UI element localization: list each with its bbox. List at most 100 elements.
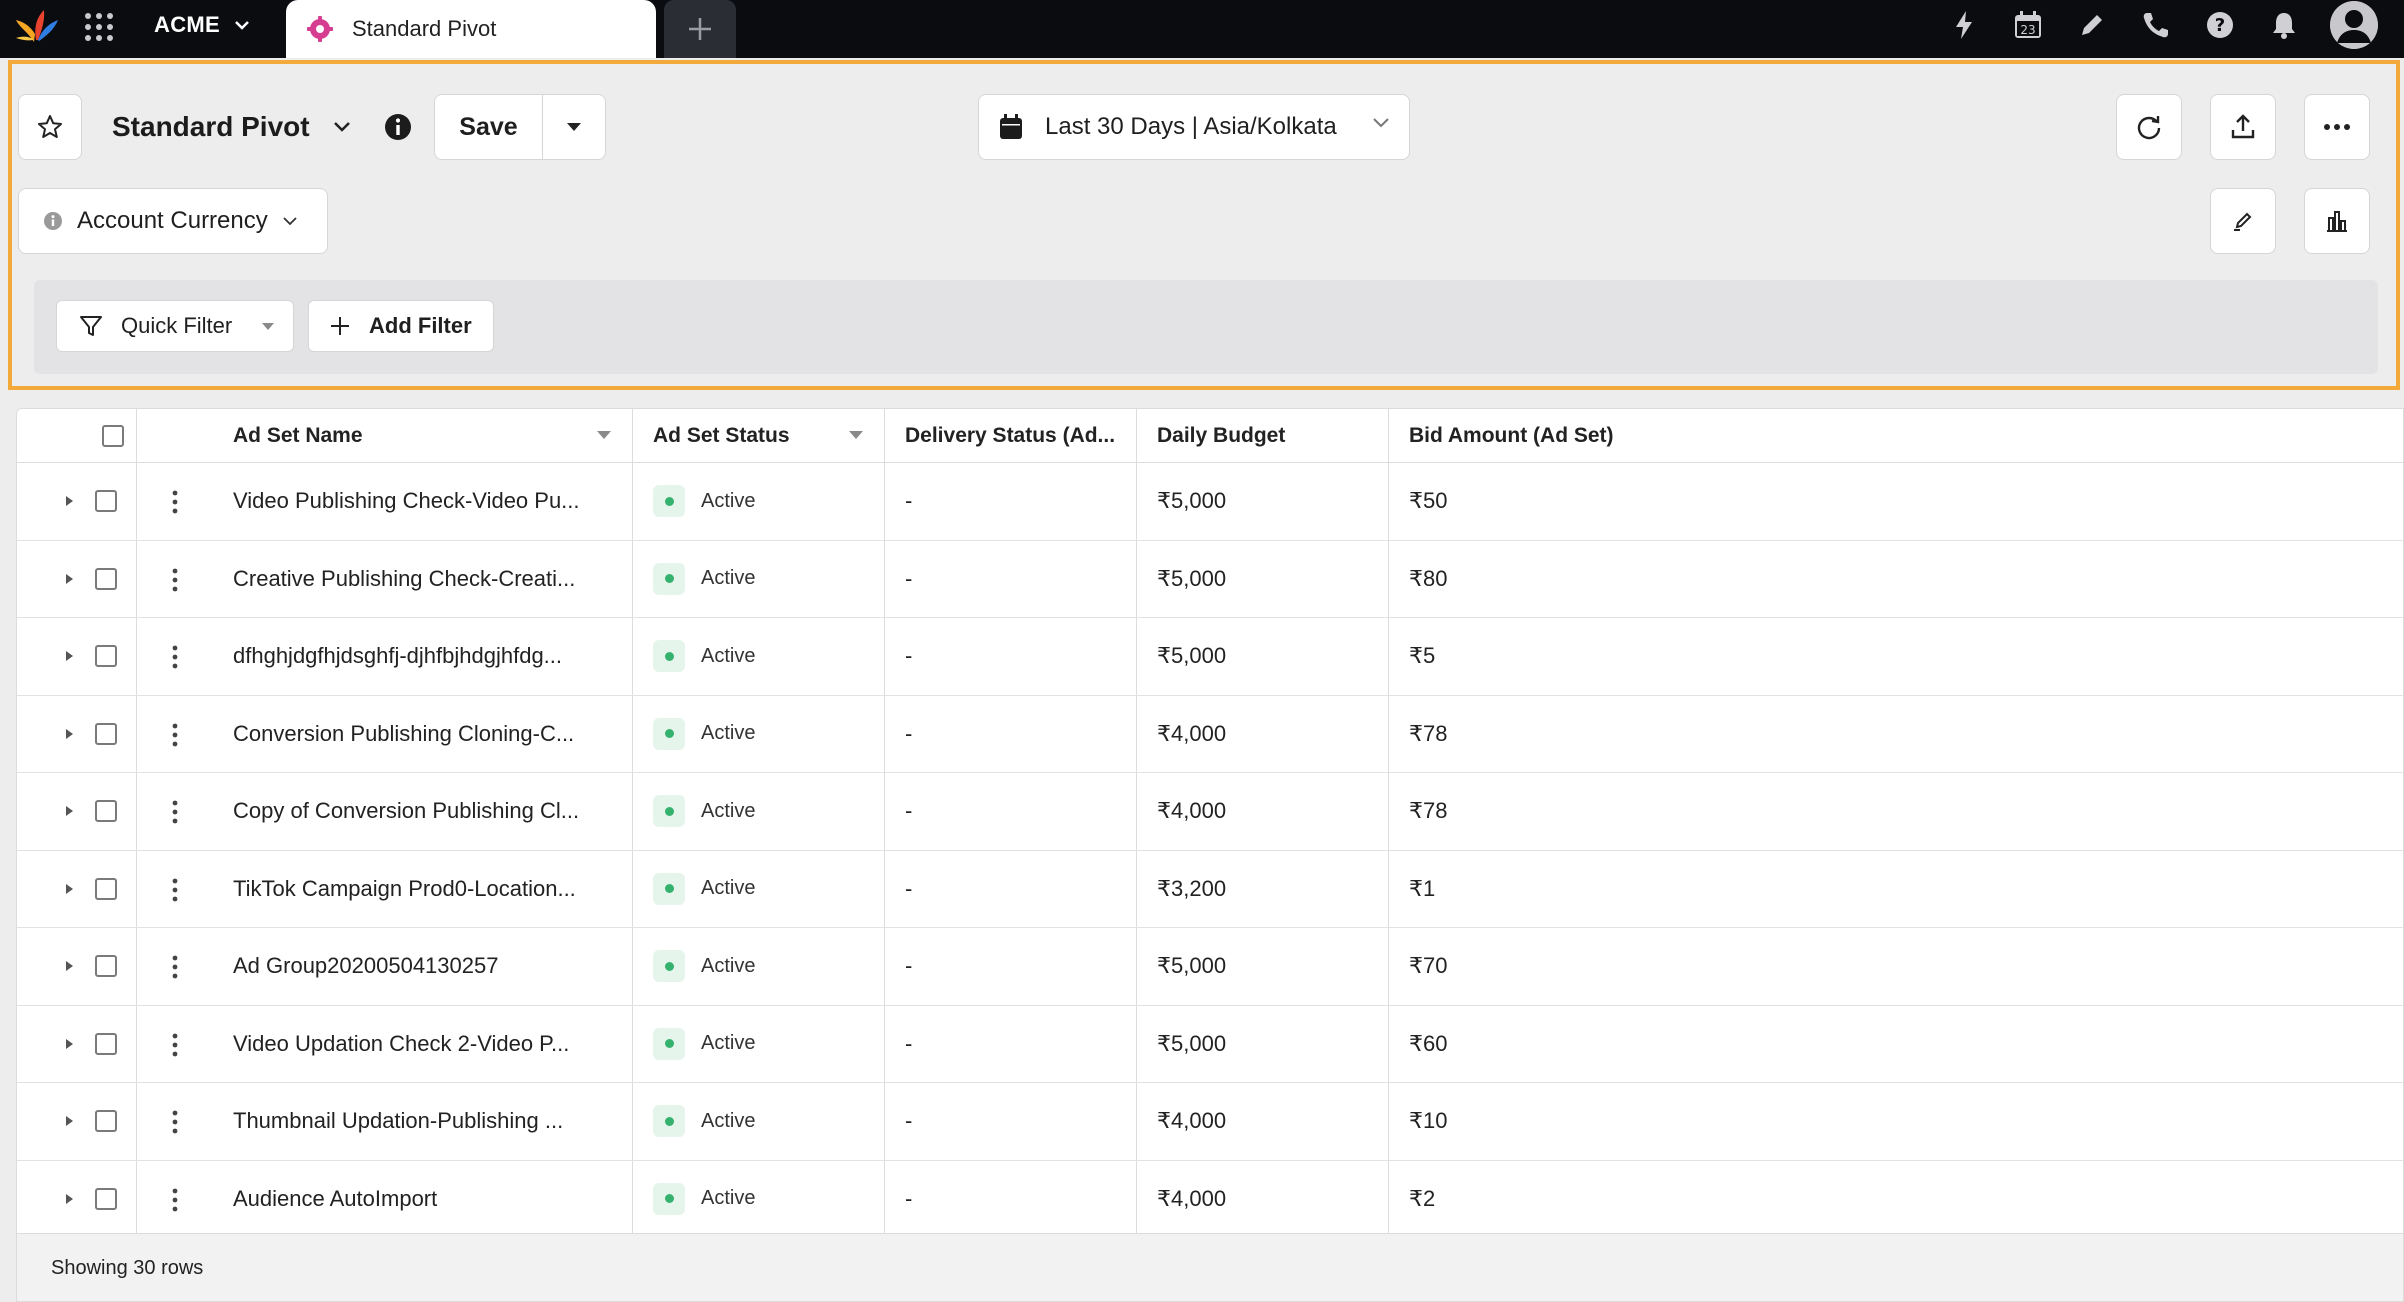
add-tab-button[interactable] (664, 0, 736, 58)
daily-budget-cell: ₹5,000 (1137, 1005, 1389, 1082)
expand-row-caret-icon[interactable] (61, 648, 77, 664)
refresh-button[interactable] (2116, 94, 2182, 160)
favorite-button[interactable] (18, 94, 82, 160)
delivery-status-cell: - (885, 1083, 1137, 1160)
top-navigation-bar: ACME Standard Pivot 23 (0, 0, 2404, 58)
row-checkbox[interactable] (95, 1032, 117, 1055)
user-avatar-icon[interactable] (2330, 1, 2378, 49)
save-button[interactable]: Save (435, 95, 543, 159)
table-row[interactable]: dfhghjdgfhjdsghfj-djhfbjhdgjhfdg... Activ… (17, 618, 2403, 696)
account-currency-selector[interactable]: Account Currency (18, 188, 328, 254)
expand-row-caret-icon[interactable] (61, 1036, 77, 1052)
info-icon[interactable] (380, 109, 416, 145)
row-actions-kebab-icon[interactable] (165, 487, 185, 517)
row-actions-kebab-icon[interactable] (165, 1030, 185, 1060)
workspace-selector[interactable]: ACME (154, 0, 250, 50)
chart-view-button[interactable] (2304, 188, 2370, 254)
save-split-button: Save (434, 94, 606, 160)
row-checkbox[interactable] (95, 800, 117, 822)
ad-set-name[interactable]: Ad Group20200504130257 (233, 953, 499, 979)
add-filter-button[interactable]: Add Filter (308, 300, 494, 352)
table-row[interactable]: TikTok Campaign Prod0-Location... Active -… (17, 850, 2403, 928)
row-checkbox[interactable] (95, 722, 117, 745)
expand-row-caret-icon[interactable] (61, 493, 77, 509)
status-text: Active (701, 877, 756, 900)
row-controls-cell (17, 850, 137, 927)
ad-set-name[interactable]: TikTok Campaign Prod0-Location... (233, 875, 576, 901)
ad-set-name[interactable]: Copy of Conversion Publishing Cl... (233, 798, 580, 824)
save-options-button[interactable] (543, 95, 605, 159)
column-header-ad-set-status[interactable]: Ad Set Status (633, 409, 885, 463)
row-actions-kebab-icon[interactable] (165, 1185, 185, 1215)
delivery-status-cell: - (885, 540, 1137, 617)
select-all-checkbox[interactable] (101, 425, 124, 447)
expand-row-caret-icon[interactable] (61, 1113, 77, 1129)
ad-set-name[interactable]: dfhghjdgfhjdsghfj-djhfbjhdgjhfdg... (233, 643, 563, 669)
filter-bar: Quick Filter Add Filter (34, 280, 2378, 374)
more-options-button[interactable] (2304, 94, 2370, 160)
column-header-daily-budget[interactable]: Daily Budget (1137, 409, 1389, 463)
table-row[interactable]: Video Updation Check 2-Video P... Active -… (17, 1005, 2403, 1083)
column-header-bid-amount[interactable]: Bid Amount (Ad Set) (1389, 409, 2403, 463)
ad-set-name[interactable]: Conversion Publishing Cloning-C... (233, 720, 575, 746)
ad-set-name[interactable]: Video Updation Check 2-Video P... (233, 1030, 570, 1056)
title-chevron-down-icon[interactable] (324, 109, 360, 145)
row-checkbox[interactable] (95, 955, 117, 977)
ad-set-name-cell: Ad Group20200504130257 (137, 928, 633, 1005)
ad-set-name[interactable]: Audience AutoImport (233, 1185, 438, 1211)
phone-icon[interactable] (2138, 7, 2174, 43)
row-checkbox[interactable] (95, 1110, 117, 1132)
edit-pivot-button[interactable] (2210, 188, 2276, 254)
bolt-icon[interactable] (1946, 7, 1982, 43)
expand-row-caret-icon[interactable] (61, 958, 77, 974)
ad-set-name-cell: Conversion Publishing Cloning-C... (137, 695, 633, 772)
row-checkbox[interactable] (95, 645, 117, 667)
status-text: Active (701, 567, 756, 590)
row-checkbox[interactable] (95, 490, 117, 512)
ad-set-name[interactable]: Video Publishing Check-Video Pu... (233, 488, 580, 514)
calendar-icon (1000, 114, 1022, 139)
calendar-icon[interactable]: 23 (2010, 7, 2046, 43)
row-actions-kebab-icon[interactable] (165, 1107, 185, 1137)
add-filter-label: Add Filter (369, 313, 472, 338)
status-dot-icon (653, 485, 685, 518)
column-header-ad-set-name[interactable]: Ad Set Name (137, 409, 633, 463)
column-header-delivery-status[interactable]: Delivery Status (Ad... (885, 409, 1137, 463)
table-row[interactable]: Video Publishing Check-Video Pu... Active… (17, 463, 2403, 541)
expand-row-caret-icon[interactable] (61, 571, 77, 587)
expand-row-caret-icon[interactable] (61, 881, 77, 897)
ad-set-name[interactable]: Creative Publishing Check-Creati... (233, 565, 576, 591)
sort-caret-down-icon[interactable] (596, 430, 612, 440)
ad-set-name-cell: Creative Publishing Check-Creati... (137, 540, 633, 617)
table-row[interactable]: Conversion Publishing Cloning-C... Active… (17, 695, 2403, 773)
sort-caret-down-icon[interactable] (848, 430, 864, 440)
expand-row-caret-icon[interactable] (61, 803, 77, 819)
table-row[interactable]: Audience AutoImport Active - ₹4,000 ₹2 (17, 1160, 2403, 1238)
row-actions-kebab-icon[interactable] (165, 952, 185, 982)
export-button[interactable] (2210, 94, 2276, 160)
row-checkbox[interactable] (95, 567, 117, 590)
table-row[interactable]: Creative Publishing Check-Creati... Activ… (17, 540, 2403, 618)
row-actions-kebab-icon[interactable] (165, 797, 185, 827)
row-actions-kebab-icon[interactable] (165, 875, 185, 905)
bell-icon[interactable] (2266, 7, 2302, 43)
daily-budget-cell: ₹4,000 (1137, 1083, 1389, 1160)
app-launcher-grid-icon[interactable] (82, 10, 116, 44)
ad-set-name[interactable]: Thumbnail Updation-Publishing ... (233, 1108, 564, 1134)
table-row[interactable]: Copy of Conversion Publishing Cl... Activ… (17, 773, 2403, 851)
expand-row-caret-icon[interactable] (61, 1191, 77, 1207)
expand-row-caret-icon[interactable] (61, 726, 77, 742)
row-checkbox[interactable] (95, 877, 117, 900)
row-actions-kebab-icon[interactable] (165, 565, 185, 595)
quick-filter-dropdown[interactable]: Quick Filter (56, 300, 294, 352)
pencil-icon[interactable] (2074, 7, 2110, 43)
table-row[interactable]: Ad Group20200504130257 Active - ₹5,000 ₹70 (17, 928, 2403, 1006)
table-row[interactable]: Thumbnail Updation-Publishing ... Active -… (17, 1083, 2403, 1161)
app-logo-icon[interactable] (14, 6, 60, 46)
date-range-picker[interactable]: Last 30 Days | Asia/Kolkata (978, 94, 1410, 160)
row-actions-kebab-icon[interactable] (165, 720, 185, 750)
row-checkbox[interactable] (95, 1187, 117, 1210)
tab-standard-pivot[interactable]: Standard Pivot (286, 0, 656, 58)
help-icon[interactable]: ? (2202, 7, 2238, 43)
row-actions-kebab-icon[interactable] (165, 642, 185, 672)
